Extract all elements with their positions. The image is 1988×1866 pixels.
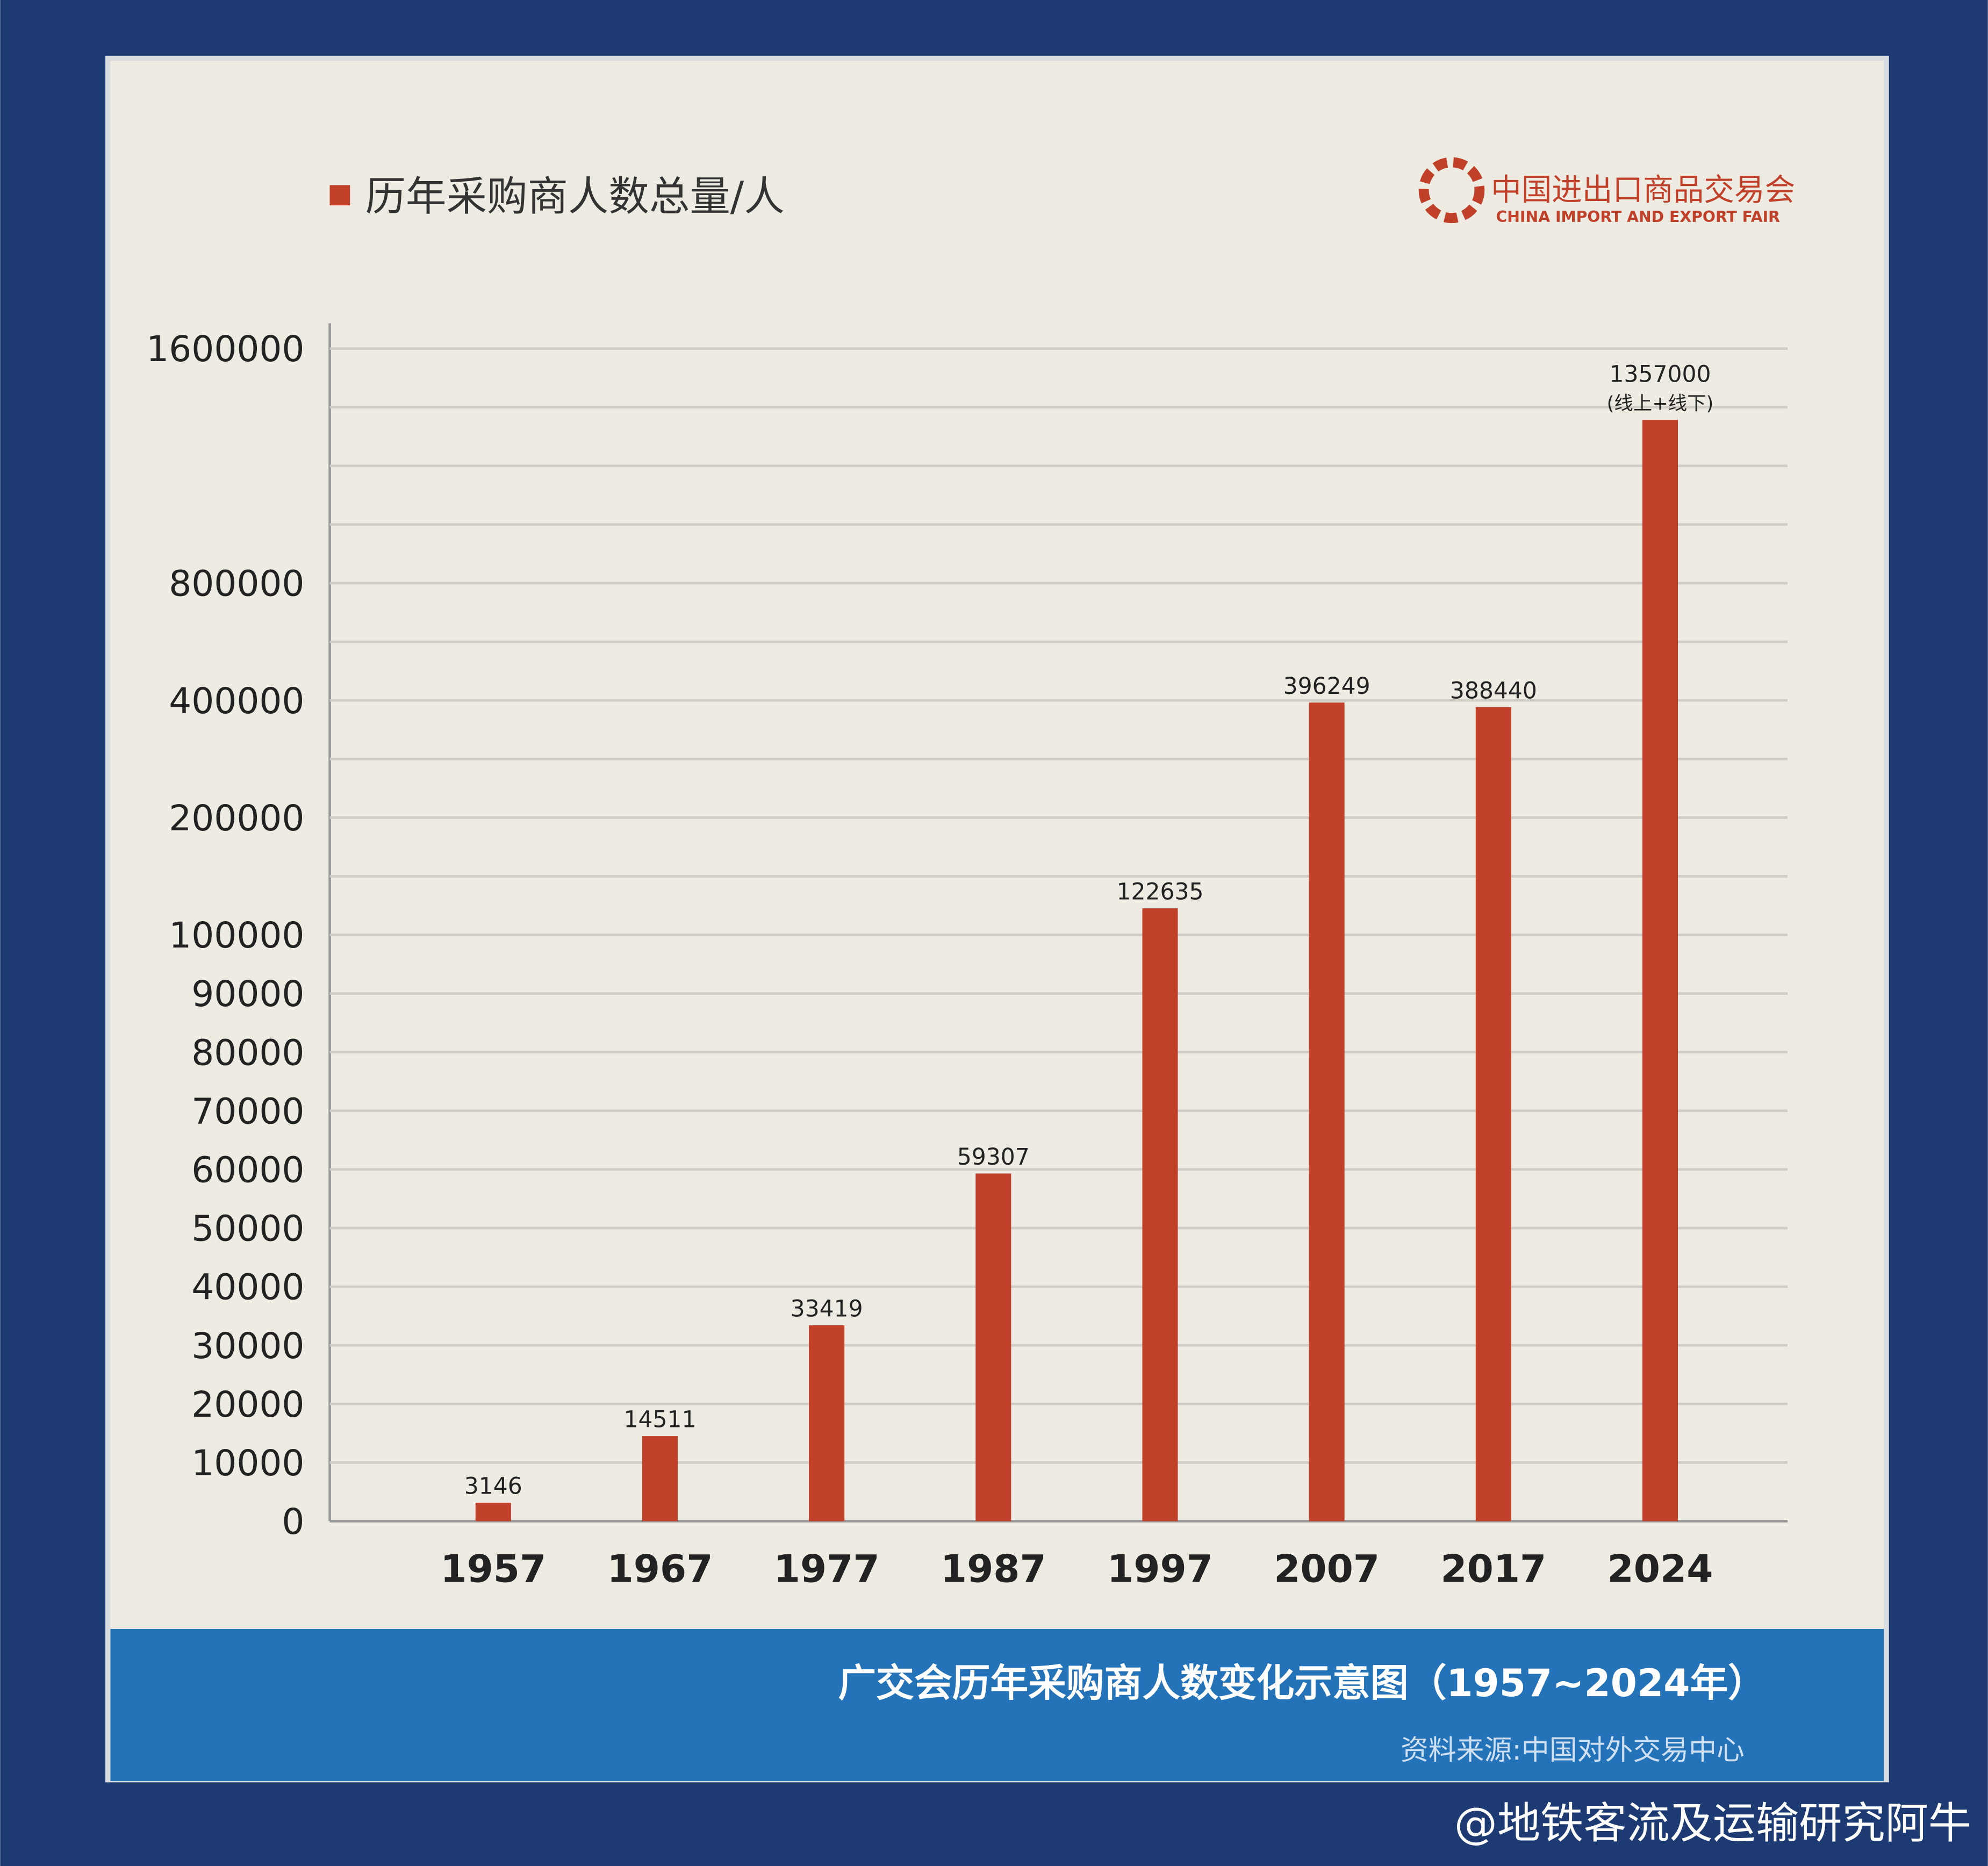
bar xyxy=(1642,420,1678,1521)
y-tick-label: 50000 xyxy=(191,1208,304,1250)
bar xyxy=(1142,908,1178,1521)
annotation: (线上+线下) xyxy=(1607,392,1714,414)
value-label: 33419 xyxy=(791,1296,863,1322)
y-tick-label: 1600000 xyxy=(146,328,304,370)
x-tick-label: 2007 xyxy=(1274,1547,1380,1591)
bar xyxy=(475,1503,511,1521)
value-label: 396249 xyxy=(1283,673,1370,700)
value-label: 59307 xyxy=(957,1144,1030,1171)
x-tick-label: 1967 xyxy=(607,1547,713,1591)
y-tick-label: 10000 xyxy=(191,1442,304,1484)
y-tick-label: 100000 xyxy=(169,915,304,956)
value-label: 3146 xyxy=(464,1474,522,1500)
source: 资料来源:中国对外交易中心 xyxy=(1401,1734,1745,1767)
caption-band xyxy=(110,1628,1884,1781)
logo: 中国进出口商品交易会 CHINA IMPORT AND EXPORT FAIR xyxy=(1418,157,1795,226)
y-tick-label: 80000 xyxy=(191,1032,304,1073)
x-tick-label: 1957 xyxy=(440,1547,546,1591)
x-tick-label: 2017 xyxy=(1440,1547,1546,1591)
chart-title: 历年采购商人数总量/人 xyxy=(365,173,785,220)
watermark: @地铁客流及运输研究阿牛 xyxy=(1454,1798,1971,1848)
y-tick-label: 800000 xyxy=(169,563,304,605)
bar xyxy=(642,1436,678,1521)
x-tick-label: 1997 xyxy=(1107,1547,1213,1591)
y-tick-label: 70000 xyxy=(191,1090,304,1132)
bar xyxy=(975,1173,1011,1521)
y-tick-label: 0 xyxy=(282,1501,304,1542)
bar xyxy=(1309,702,1345,1521)
logo-icon xyxy=(1418,157,1485,224)
value-label: 1357000 xyxy=(1609,361,1711,387)
bar xyxy=(809,1325,845,1521)
y-tick-label: 60000 xyxy=(191,1149,304,1190)
x-tick-label: 1977 xyxy=(774,1547,880,1591)
y-tick-label: 30000 xyxy=(191,1325,304,1367)
y-tick-label: 400000 xyxy=(169,680,304,722)
value-label: 122635 xyxy=(1116,879,1203,906)
caption: 广交会历年采购商人数变化示意图（1957~2024年） xyxy=(838,1661,1766,1705)
y-tick-label: 90000 xyxy=(191,973,304,1015)
value-label: 14511 xyxy=(623,1407,696,1433)
value-label: 388440 xyxy=(1450,678,1537,704)
bar xyxy=(1475,707,1511,1521)
x-tick-label: 2024 xyxy=(1607,1547,1713,1591)
logo-subtitle: CHINA IMPORT AND EXPORT FAIR xyxy=(1496,208,1781,226)
y-tick-label: 20000 xyxy=(191,1384,304,1425)
y-tick-label: 200000 xyxy=(169,798,304,839)
legend-swatch xyxy=(329,185,350,206)
logo-name: 中国进出口商品交易会 xyxy=(1491,173,1795,208)
x-tick-label: 1987 xyxy=(941,1547,1046,1591)
y-tick-label: 40000 xyxy=(191,1267,304,1308)
